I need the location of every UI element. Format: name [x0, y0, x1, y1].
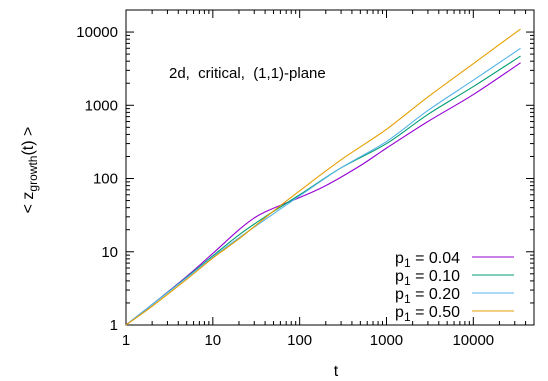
y-tick-label: 10000 — [76, 24, 118, 41]
legend-label-1: p1 = 0.10 — [395, 268, 460, 288]
y-axis-label-suffix: (t) > — [20, 127, 37, 156]
x-tick-label: 1 — [122, 332, 130, 349]
x-tick-label: 100 — [287, 332, 312, 349]
x-axis-label: t — [334, 363, 339, 380]
x-tick-label: 10 — [204, 332, 221, 349]
y-tick-label: 1 — [110, 317, 118, 334]
chart-annotation: 2d, critical, (1,1)-plane — [169, 65, 326, 82]
legend-label-0: p1 = 0.04 — [395, 250, 460, 270]
y-axis-label-prefix: < z — [20, 192, 37, 214]
legend-label-2: p1 = 0.20 — [395, 286, 460, 306]
x-axis: 1 10 100 1000 10000 — [122, 10, 535, 349]
y-tick-label: 1000 — [85, 97, 118, 114]
series-line-2 — [125, 47, 521, 326]
x-tick-label: 10000 — [452, 332, 494, 349]
series-line-0 — [125, 62, 521, 326]
plot-frame — [125, 9, 535, 326]
legend-label-3: p1 = 0.50 — [395, 304, 460, 324]
y-tick-label: 10 — [101, 244, 118, 261]
y-axis: 1 10 100 1000 10000 — [76, 9, 534, 334]
y-axis-label-subscript: growth — [26, 156, 40, 192]
plot-area-border — [125, 9, 535, 326]
series-line-3 — [125, 28, 521, 326]
y-tick-label: 100 — [93, 171, 118, 188]
series-layer — [125, 28, 521, 326]
series-line-1 — [125, 55, 521, 326]
y-axis-label: < zgrowth(t) > — [20, 127, 40, 214]
x-tick-label: 1000 — [370, 332, 403, 349]
